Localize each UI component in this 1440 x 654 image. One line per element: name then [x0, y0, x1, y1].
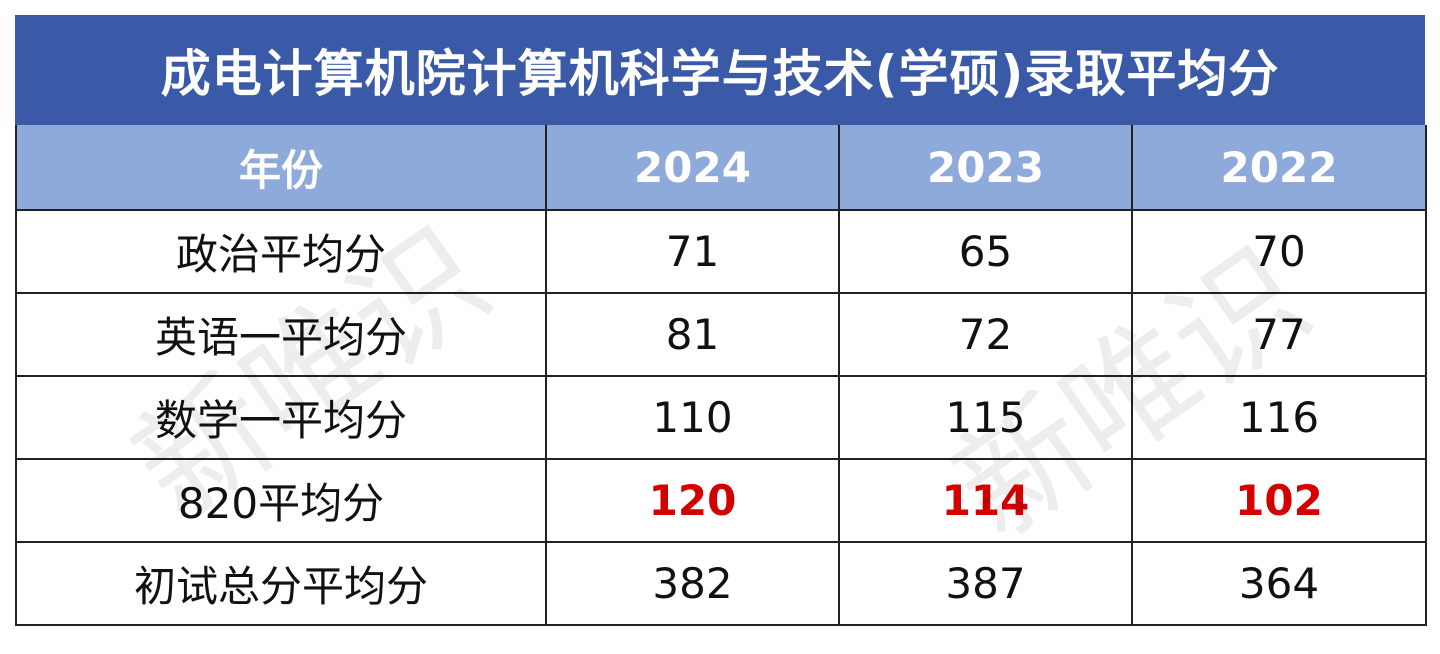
row-label: 820平均分 — [15, 458, 547, 543]
score-table-card: 成电计算机院计算机科学与技术(学硕)录取平均分 年份 2024 2023 2022 政… — [15, 15, 1427, 626]
score-cell: 387 — [838, 541, 1133, 626]
row-label: 数学一平均分 — [15, 375, 547, 460]
score-cell: 116 — [1131, 375, 1427, 460]
score-cell: 70 — [1131, 209, 1427, 294]
score-cell: 120 — [545, 458, 840, 543]
table-row: 数学一平均分 110 115 116 — [15, 375, 1427, 460]
table-title: 成电计算机院计算机科学与技术(学硕)录取平均分 — [15, 15, 1425, 125]
score-cell: 102 — [1131, 458, 1427, 543]
score-cell: 115 — [838, 375, 1133, 460]
score-cell: 65 — [838, 209, 1133, 294]
score-cell: 72 — [838, 292, 1133, 377]
score-cell: 364 — [1131, 541, 1427, 626]
row-label: 初试总分平均分 — [15, 541, 547, 626]
table-row: 初试总分平均分 382 387 364 — [15, 541, 1427, 626]
score-cell: 110 — [545, 375, 840, 460]
column-header: 年份 — [15, 125, 547, 211]
score-table: 年份 2024 2023 2022 政治平均分 71 65 70 英语一平均分 81 72 77 数学… — [15, 125, 1427, 626]
table-row: 政治平均分 71 65 70 — [15, 209, 1427, 294]
score-cell: 81 — [545, 292, 840, 377]
header-row: 年份 2024 2023 2022 — [15, 125, 1427, 211]
column-header: 2023 — [838, 125, 1133, 211]
score-cell: 114 — [838, 458, 1133, 543]
row-label: 英语一平均分 — [15, 292, 547, 377]
score-cell: 382 — [545, 541, 840, 626]
table-row: 英语一平均分 81 72 77 — [15, 292, 1427, 377]
score-cell: 77 — [1131, 292, 1427, 377]
column-header: 2022 — [1131, 125, 1427, 211]
score-cell: 71 — [545, 209, 840, 294]
table-row: 820平均分 120 114 102 — [15, 458, 1427, 543]
row-label: 政治平均分 — [15, 209, 547, 294]
column-header: 2024 — [545, 125, 840, 211]
